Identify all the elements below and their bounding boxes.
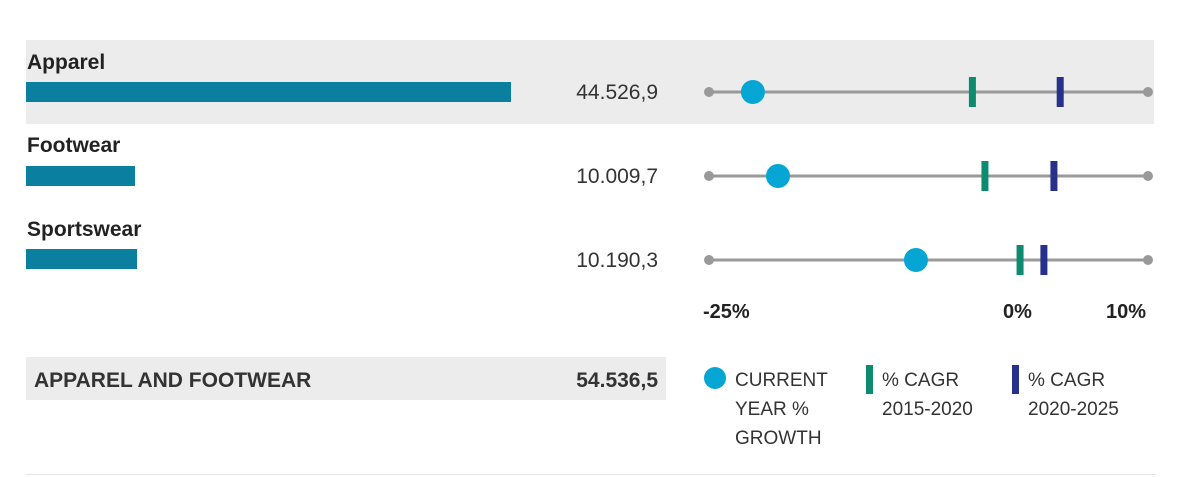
bottom-divider bbox=[26, 474, 1156, 475]
legend-item-growth: CURRENT YEAR % GROWTH bbox=[704, 366, 828, 453]
legend-bar-marker-icon bbox=[1012, 365, 1019, 394]
sales-bar-footwear bbox=[26, 166, 136, 186]
sales-value-footwear: 10.009,7 bbox=[576, 165, 658, 188]
category-label-sportswear: Sportswear bbox=[27, 218, 142, 241]
sales-bar-sportswear bbox=[26, 249, 137, 269]
legend-growth-line-1: CURRENT bbox=[735, 370, 828, 391]
sales-value-apparel: 44.526,9 bbox=[576, 81, 658, 104]
growth-dot-sportswear bbox=[903, 248, 928, 272]
cagr-2020-2025-marker-footwear bbox=[1050, 161, 1058, 191]
legend-item-cagr-2020-2025: % CAGR 2020-2025 bbox=[1012, 365, 1119, 424]
x-tick-label-zero: 0% bbox=[1003, 301, 1032, 323]
x-tick-label-max: 10% bbox=[1106, 301, 1147, 323]
category-label-apparel: Apparel bbox=[27, 51, 106, 74]
legend-cagr2025-line-2: 2020-2025 bbox=[1028, 399, 1119, 420]
growth-dot-apparel bbox=[740, 80, 765, 104]
range-axis-end-sportswear bbox=[1143, 255, 1153, 265]
legend-cagr1520-line-1: % CAGR bbox=[882, 370, 960, 391]
cagr-2015-2020-marker-sportswear bbox=[1016, 245, 1024, 275]
sales-bar-apparel bbox=[26, 82, 511, 102]
legend-circle-marker-icon bbox=[704, 367, 726, 389]
legend-growth-line-2: YEAR % bbox=[735, 399, 809, 420]
category-label-footwear: Footwear bbox=[27, 134, 121, 157]
legend-cagr1520-line-2: 2015-2020 bbox=[882, 399, 973, 420]
cagr-2020-2025-marker-sportswear bbox=[1040, 245, 1048, 275]
legend-item-cagr-2015-2020: % CAGR 2015-2020 bbox=[866, 365, 973, 424]
legend-growth-line-3: GROWTH bbox=[735, 428, 822, 449]
cagr-2015-2020-marker-footwear bbox=[981, 161, 989, 191]
total-row-background bbox=[26, 357, 666, 400]
cagr-2015-2020-marker-apparel bbox=[968, 77, 976, 107]
range-axis-end-apparel bbox=[1143, 87, 1153, 97]
legend-cagr2025-line-1: % CAGR bbox=[1028, 370, 1106, 391]
sales-value-sportswear: 10.190,3 bbox=[576, 249, 658, 272]
growth-dot-footwear bbox=[765, 164, 790, 188]
total-label: APPAREL AND FOOTWEAR bbox=[34, 369, 312, 392]
range-axis-start-footwear bbox=[704, 171, 714, 181]
range-axis-start-apparel bbox=[704, 87, 714, 97]
total-value: 54.536,5 bbox=[576, 369, 658, 392]
range-axis-start-sportswear bbox=[704, 255, 714, 265]
cagr-2020-2025-marker-apparel bbox=[1056, 77, 1064, 107]
x-tick-label-min: -25% bbox=[703, 301, 750, 323]
range-axis-end-footwear bbox=[1143, 171, 1153, 181]
legend-bar-marker-icon bbox=[866, 365, 873, 394]
